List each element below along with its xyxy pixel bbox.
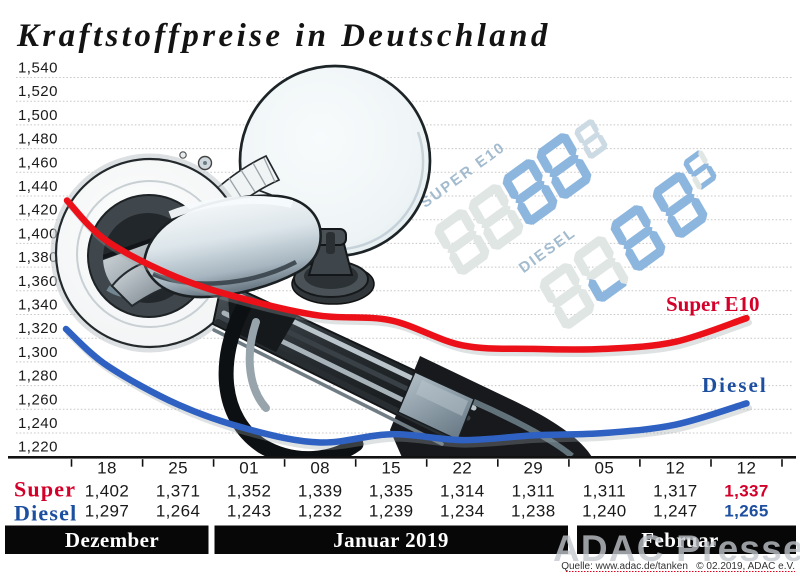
svg-text:1,380: 1,380 bbox=[18, 249, 58, 266]
svg-text:1,540: 1,540 bbox=[18, 60, 58, 77]
svg-text:12: 12 bbox=[737, 459, 757, 478]
svg-text:1,440: 1,440 bbox=[18, 178, 58, 195]
svg-text:1,339: 1,339 bbox=[298, 482, 343, 501]
svg-text:1,297: 1,297 bbox=[85, 502, 130, 521]
svg-text:22: 22 bbox=[452, 459, 472, 478]
svg-text:25: 25 bbox=[168, 459, 188, 478]
svg-text:1,360: 1,360 bbox=[18, 273, 58, 290]
svg-text:1,352: 1,352 bbox=[227, 482, 272, 501]
svg-text:1,337: 1,337 bbox=[724, 482, 769, 501]
svg-text:1,340: 1,340 bbox=[18, 297, 58, 314]
svg-text:1,420: 1,420 bbox=[18, 202, 58, 219]
svg-text:1,460: 1,460 bbox=[18, 154, 58, 171]
svg-text:1,317: 1,317 bbox=[653, 482, 698, 501]
svg-text:1,320: 1,320 bbox=[18, 320, 58, 337]
svg-text:1,335: 1,335 bbox=[369, 482, 414, 501]
svg-text:08: 08 bbox=[310, 459, 330, 478]
svg-text:1,260: 1,260 bbox=[18, 391, 58, 408]
svg-text:ADAC Presse: ADAC Presse bbox=[553, 528, 800, 569]
svg-text:1,314: 1,314 bbox=[440, 482, 485, 501]
svg-text:Diesel: Diesel bbox=[14, 501, 77, 526]
svg-text:18: 18 bbox=[97, 459, 117, 478]
svg-text:1,240: 1,240 bbox=[18, 415, 58, 432]
svg-text:1,247: 1,247 bbox=[653, 502, 698, 521]
svg-text:1,402: 1,402 bbox=[85, 482, 130, 501]
svg-text:1,239: 1,239 bbox=[369, 502, 414, 521]
svg-text:Super E10: Super E10 bbox=[666, 292, 760, 316]
svg-text:Januar 2019: Januar 2019 bbox=[333, 528, 448, 552]
svg-text:29: 29 bbox=[523, 459, 543, 478]
svg-text:1,371: 1,371 bbox=[156, 482, 201, 501]
svg-text:1,400: 1,400 bbox=[18, 225, 58, 242]
svg-text:12: 12 bbox=[666, 459, 686, 478]
svg-text:Februar: Februar bbox=[641, 528, 718, 552]
svg-text:1,265: 1,265 bbox=[724, 502, 769, 521]
svg-text:1,220: 1,220 bbox=[18, 439, 58, 456]
svg-text:1,520: 1,520 bbox=[18, 83, 58, 100]
svg-text:1,311: 1,311 bbox=[583, 482, 626, 501]
svg-text:1,238: 1,238 bbox=[511, 502, 556, 521]
svg-text:01: 01 bbox=[239, 459, 259, 478]
svg-text:05: 05 bbox=[595, 459, 615, 478]
svg-text:1,243: 1,243 bbox=[227, 502, 272, 521]
svg-text:1,240: 1,240 bbox=[582, 502, 627, 521]
svg-text:Dezember: Dezember bbox=[65, 528, 159, 552]
svg-text:1,232: 1,232 bbox=[298, 502, 343, 521]
svg-text:Kraftstoffpreise in Deutschlan: Kraftstoffpreise in Deutschland bbox=[16, 18, 551, 54]
svg-text:SUPER E10: SUPER E10 bbox=[417, 139, 508, 212]
svg-text:1,480: 1,480 bbox=[18, 131, 58, 148]
svg-text:1,500: 1,500 bbox=[18, 107, 58, 124]
svg-text:1,264: 1,264 bbox=[156, 502, 201, 521]
svg-text:1,234: 1,234 bbox=[440, 502, 485, 521]
svg-text:Super: Super bbox=[14, 477, 76, 502]
svg-text:15: 15 bbox=[381, 459, 401, 478]
svg-text:Quelle: www.adac.de/tanken ©: Quelle: www.adac.de/tanken © 02.2019, AD… bbox=[561, 561, 795, 572]
svg-text:Diesel: Diesel bbox=[702, 373, 768, 397]
svg-text:1,280: 1,280 bbox=[18, 368, 58, 385]
svg-text:1,300: 1,300 bbox=[18, 344, 58, 361]
svg-text:1,311: 1,311 bbox=[512, 482, 555, 501]
